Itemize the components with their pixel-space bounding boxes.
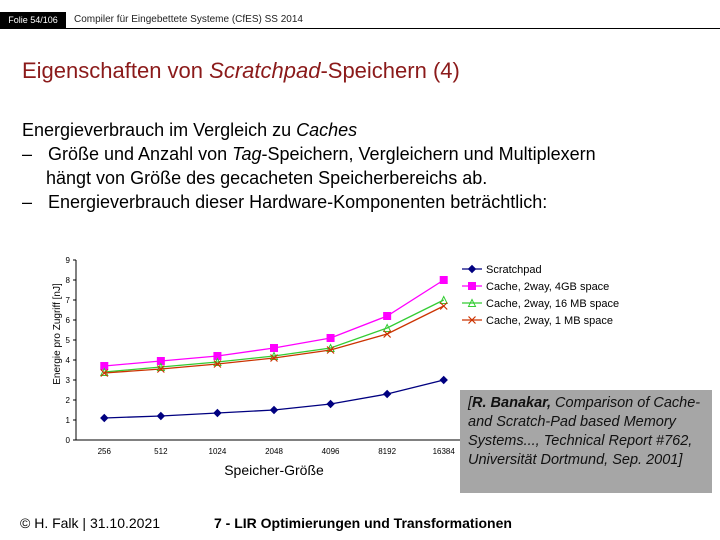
x-tick-label: 2048 [265,447,283,456]
heading-italic: Caches [296,120,358,140]
data-point [100,369,109,377]
bullet-1-prefix: Größe und Anzahl von [48,144,233,164]
legend-swatch-marker [468,282,476,290]
x-tick-label: 4096 [322,447,340,456]
data-point [439,302,448,310]
data-point [156,411,166,421]
citation-text: Comparison of Cache- and Scratch-Pad bas… [468,395,701,468]
y-tick-label: 2 [66,396,71,405]
y-tick-label: 7 [66,296,71,305]
bullet-1: – Größe und Anzahl von Tag-Speichern, Ver… [22,142,596,166]
citation-box: [R. Banakar, Comparison of Cache- and Sc… [460,390,712,493]
title-prefix: Eigenschaften von [22,58,210,83]
heading-prefix: Energieverbrauch im Vergleich zu [22,120,297,140]
course-title: Compiler für Eingebettete Systeme (CfES)… [74,14,303,25]
data-point [156,365,165,373]
body-heading: Energieverbrauch im Vergleich zu Caches [22,118,596,142]
bullet-2-text: Energieverbrauch dieser Hardware-Kompone… [48,192,548,212]
legend-entry: Cache, 2way, 16 MB space [486,298,619,310]
slide-body: Energieverbrauch im Vergleich zu Caches … [22,118,596,214]
data-point [213,360,222,368]
x-tick-label: 16384 [433,447,456,456]
y-tick-label: 4 [66,356,71,365]
slide-title: Eigenschaften von Scratchpad-Speichern (… [22,58,460,84]
data-point [439,295,449,304]
legend-entry: Scratchpad [486,264,542,276]
data-point [326,334,335,342]
legend-swatch-marker [468,316,476,324]
legend-entry: Cache, 2way, 1 MB space [486,315,613,327]
data-point [383,312,392,320]
legend-swatch-marker [467,298,477,307]
data-point [326,399,335,409]
y-axis-title: Energie pro Zugriff [nJ] [52,283,63,385]
series-line [104,299,445,373]
legend-entry: Cache, 2way, 4GB space [486,281,609,293]
data-point [269,405,279,415]
y-tick-label: 0 [66,436,71,445]
y-tick-label: 5 [66,336,71,345]
x-tick-label: 256 [98,447,112,456]
y-tick-label: 3 [66,376,71,385]
data-point [213,408,222,418]
data-point [270,344,278,352]
y-tick-label: 1 [66,416,71,425]
data-point [326,346,335,354]
footer-author-date: © H. Falk | 31.10.2021 [20,515,161,531]
legend-swatch-marker [467,264,477,274]
slide-number-badge: Folie 54/106 [0,12,66,28]
y-tick-label: 9 [66,256,71,265]
title-italic: Scratchpad [209,58,321,83]
x-tick-label: 1024 [209,447,227,456]
data-point [382,389,392,399]
header-divider [0,28,720,29]
x-tick-label: 8192 [378,447,396,456]
y-tick-label: 6 [66,316,71,325]
data-point [382,323,392,332]
bullet-1-suffix: -Speichern, Vergleichern und Multiplexer… [261,144,596,164]
data-point [383,330,392,338]
citation-author: R. Banakar, [472,395,552,411]
data-point [439,375,448,385]
bullet-dash: – [22,144,33,164]
bullet-dash: – [22,192,33,212]
title-suffix: -Speichern (4) [320,58,460,83]
data-point [270,354,278,362]
x-axis-title: Speicher-Größe [224,462,324,478]
y-tick-label: 8 [66,276,71,285]
data-point [439,276,448,284]
bullet-1-italic: Tag [232,144,262,164]
bullet-2: – Energieverbrauch dieser Hardware-Kompon… [22,190,596,214]
bullet-1-continuation: hängt von Größe des gecacheten Speicherb… [46,168,488,188]
data-point [100,413,109,423]
x-tick-label: 512 [154,447,168,456]
footer-chapter: 7 - LIR Optimierungen und Transformation… [214,515,512,531]
series-line [104,305,445,374]
energy-chart: 0 1 2 3 4 5 6 7 8 9 256 512 1024 2048 4096 8192 16384 Ene… [52,256,619,478]
